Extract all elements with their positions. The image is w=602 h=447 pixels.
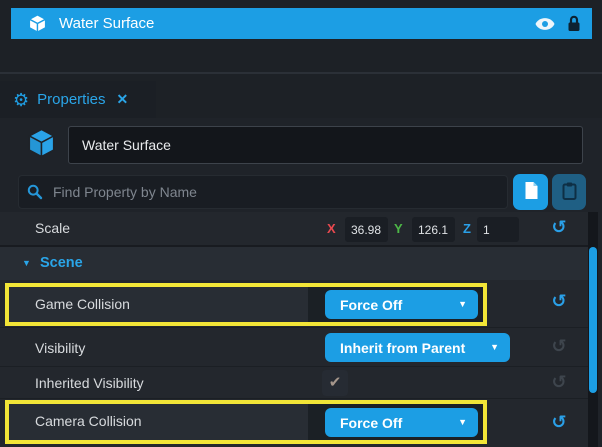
scale-row: Scale X Y Z ↺ <box>0 212 588 247</box>
game-collision-label-cell: Game Collision <box>9 287 308 322</box>
dropdown-value: Inherit from Parent <box>340 339 466 356</box>
clipboard-icon <box>562 182 577 203</box>
camera-collision-label-cell: Camera Collision <box>9 404 308 440</box>
lock-icon[interactable] <box>567 15 581 32</box>
hierarchy-item-water-surface[interactable]: Water Surface <box>11 8 592 39</box>
tab-label: Properties <box>37 91 106 108</box>
scale-reset-button[interactable]: ↺ <box>546 219 572 237</box>
camera-collision-label: Camera Collision <box>35 413 142 429</box>
property-list: Scale X Y Z ↺ ▼ Scene Game Collision For… <box>0 212 588 447</box>
visibility-dropdown[interactable]: Inherit from Parent ▼ <box>325 333 510 362</box>
copy-button[interactable] <box>513 174 548 210</box>
search-input[interactable] <box>18 175 508 209</box>
inherited-visibility-checkbox[interactable]: ✔ <box>322 370 348 396</box>
gear-icon: ⚙ <box>13 89 30 110</box>
game-collision-dropdown[interactable]: Force Off ▼ <box>325 290 478 319</box>
axis-x-label: X <box>327 221 336 236</box>
tab-close-icon[interactable]: ✕ <box>116 91 129 107</box>
axis-y-label: Y <box>394 221 403 236</box>
tab-properties[interactable]: ⚙ Properties ✕ <box>0 81 156 118</box>
chevron-down-icon: ▼ <box>458 417 467 427</box>
scale-z-input[interactable] <box>477 217 519 242</box>
dropdown-value: Force Off <box>340 296 403 313</box>
scale-y-input[interactable] <box>412 217 455 242</box>
visibility-reset-button[interactable]: ↺ <box>546 338 572 356</box>
visibility-label: Visibility <box>35 340 86 356</box>
game-collision-label: Game Collision <box>35 296 130 312</box>
game-collision-reset-button[interactable]: ↺ <box>546 293 572 311</box>
highlight-box-game-collision: Game Collision Force Off ▼ <box>5 283 487 326</box>
row-visibility: Visibility Inherit from Parent ▼ ↺ <box>0 327 588 366</box>
inherited-visibility-label: Inherited Visibility <box>35 375 144 391</box>
row-camera-collision: Camera Collision Force Off ▼ ↺ <box>0 398 588 447</box>
row-game-collision: Game Collision Force Off ▼ ↺ <box>0 280 588 327</box>
chevron-down-icon: ▼ <box>490 342 499 352</box>
paste-button[interactable] <box>552 174 586 210</box>
camera-collision-dropdown[interactable]: Force Off ▼ <box>325 408 478 437</box>
object-name-input[interactable] <box>68 126 583 164</box>
scrollbar-thumb[interactable] <box>589 247 597 393</box>
dropdown-value: Force Off <box>340 414 403 431</box>
section-caret-icon[interactable]: ▼ <box>22 258 31 268</box>
inherited-visibility-reset-button[interactable]: ↺ <box>546 374 572 392</box>
camera-collision-reset-button[interactable]: ↺ <box>546 414 572 432</box>
scale-label: Scale <box>35 220 71 236</box>
check-icon: ✔ <box>328 374 342 391</box>
panel-divider <box>0 72 602 74</box>
visibility-eye-icon[interactable] <box>535 17 555 31</box>
row-inherited-visibility: Inherited Visibility ✔ ↺ <box>0 366 588 398</box>
chevron-down-icon: ▼ <box>458 299 467 309</box>
scale-x-input[interactable] <box>345 217 388 242</box>
section-header-scene[interactable]: ▼ Scene <box>0 247 588 280</box>
hierarchy-item-label: Water Surface <box>59 15 155 32</box>
axis-z-label: Z <box>463 221 471 236</box>
section-label: Scene <box>40 255 83 271</box>
cube-icon <box>28 14 47 33</box>
highlight-box-camera-collision: Camera Collision Force Off ▼ <box>5 400 487 444</box>
object-cube-icon <box>27 128 56 163</box>
copy-icon <box>523 181 539 203</box>
